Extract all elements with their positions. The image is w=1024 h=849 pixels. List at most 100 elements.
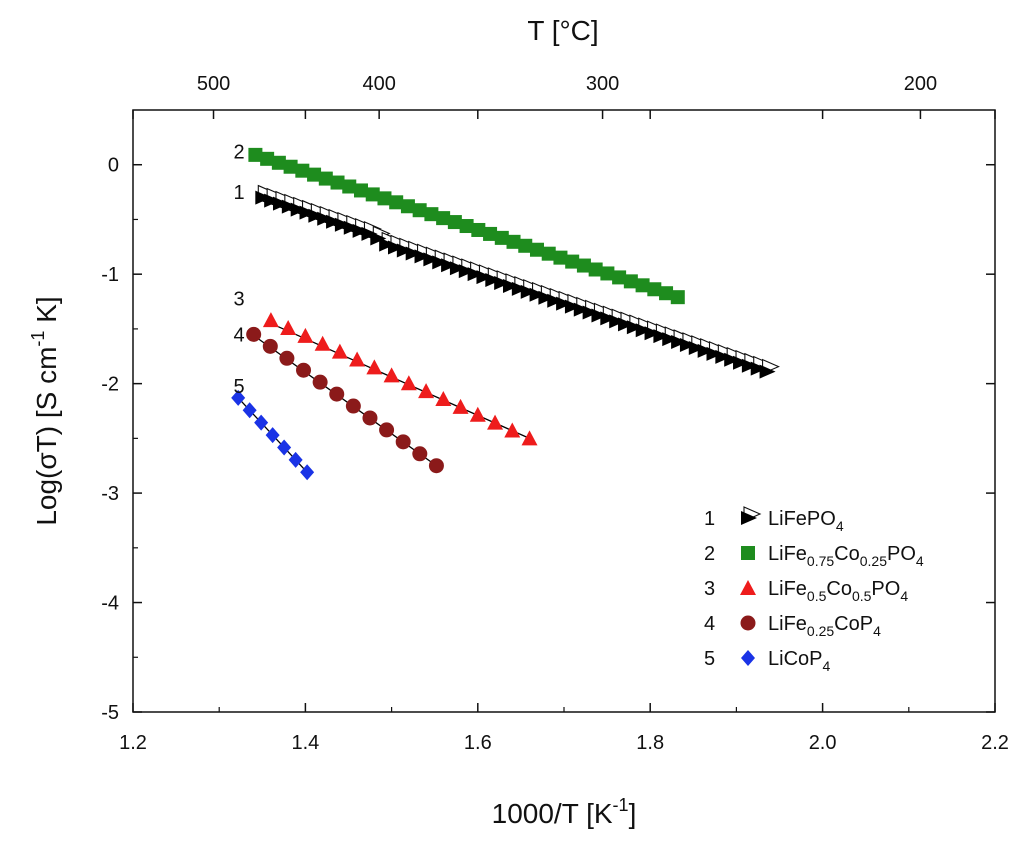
x-tick-label: 1.8	[636, 732, 664, 754]
series-2-marker	[377, 191, 392, 206]
data-points	[231, 147, 780, 481]
legend-item-5: 5 LiCoP4	[704, 648, 830, 674]
y-tick-label: -4	[101, 593, 119, 615]
series-2-marker	[494, 230, 509, 245]
series-5-markers	[231, 389, 315, 481]
series-1-marker	[272, 196, 289, 211]
series-3-marker	[349, 351, 366, 367]
x-axis-title: 1000/T [K-1]	[492, 795, 637, 829]
series-3-markers	[262, 312, 538, 446]
series-5-marker	[265, 427, 280, 444]
series-5-marker	[300, 464, 315, 481]
y-tick-label: -3	[101, 483, 119, 505]
top-tick-label: 500	[197, 73, 230, 95]
series-4-marker	[412, 446, 428, 462]
series-5-marker	[242, 402, 257, 419]
series-4-number: 4	[233, 324, 244, 346]
series-2-marker	[588, 262, 603, 277]
series-1-marker	[255, 190, 272, 205]
x-tick-label: 2.2	[981, 732, 1009, 754]
series-2-number: 2	[233, 142, 244, 164]
series-3-marker	[383, 367, 400, 383]
series-2-marker	[307, 167, 322, 182]
series-4-marker	[296, 362, 312, 378]
series-4-marker	[329, 386, 345, 402]
series-2-marker	[529, 242, 544, 257]
series-3-marker	[280, 320, 297, 336]
series-1-marker	[343, 220, 360, 235]
series-4-marker	[379, 422, 395, 438]
legend-marker	[740, 615, 756, 631]
series-3-marker	[469, 406, 486, 422]
series-1-marker	[370, 231, 387, 246]
series-2-marker	[541, 246, 556, 261]
series-5-marker	[277, 439, 292, 456]
series-1-marker	[520, 284, 537, 299]
series-5-marker	[231, 389, 246, 406]
series-1-marker	[485, 273, 502, 288]
series-4-marker	[395, 434, 411, 450]
series-1-marker	[317, 211, 334, 226]
series-1-marker	[467, 267, 484, 282]
series-1-marker	[556, 296, 573, 311]
series-1-marker	[308, 208, 325, 223]
legend-marker	[741, 650, 755, 666]
series-1-marker	[414, 249, 431, 264]
series-1-marker	[697, 343, 714, 358]
series-3-marker	[262, 312, 279, 328]
series-3-marker	[435, 390, 452, 406]
series-2-marker	[424, 207, 439, 222]
series-1-marker	[618, 317, 635, 332]
series-1-marker	[653, 329, 670, 344]
series-1-marker	[573, 302, 590, 317]
series-1-marker	[538, 290, 555, 305]
series-1-marker	[361, 226, 378, 241]
legend-label: LiFePO4	[768, 508, 844, 534]
series-4-markers	[246, 326, 444, 474]
series-2-marker	[400, 199, 415, 214]
series-2-marker	[447, 215, 462, 230]
series-2-marker	[565, 254, 580, 269]
legend-marker	[741, 511, 757, 525]
series-2-marker	[353, 183, 368, 198]
series-4-marker	[428, 458, 444, 474]
series-2-marker	[342, 179, 357, 194]
legend-label: LiFe0.25CoP4	[768, 613, 881, 639]
series-3-marker	[452, 398, 469, 414]
series-2-marker	[412, 203, 427, 218]
series-3-marker	[331, 343, 348, 359]
y-tick-label: 0	[108, 155, 119, 177]
x-tick-label: 1.2	[119, 732, 147, 754]
series-2-marker	[600, 266, 615, 281]
series-2-marker	[283, 159, 298, 174]
series-2-marker	[623, 274, 638, 289]
series-number-labels: 1 2 3 4 5	[233, 142, 244, 398]
y-tick-label: -5	[101, 702, 119, 724]
series-3-marker	[504, 422, 521, 438]
series-4-marker	[262, 338, 278, 354]
top-axis-title: T [°C]	[527, 15, 598, 46]
series-1-marker	[423, 252, 440, 267]
series-1-marker	[688, 340, 705, 355]
series-1-marker	[290, 202, 307, 217]
series-3-fit-line	[270, 322, 530, 439]
series-1-marker	[591, 308, 608, 323]
series-1-marker	[458, 264, 475, 279]
series-2-marker	[576, 258, 591, 273]
legend-number: 5	[704, 648, 715, 670]
series-1-marker	[432, 255, 449, 270]
series-2-marker	[471, 222, 486, 237]
series-5-number: 5	[233, 376, 244, 398]
series-2-marker	[389, 195, 404, 210]
y-tick-label: -1	[101, 264, 119, 286]
x-tick-label: 2.0	[809, 732, 837, 754]
legend-number: 1	[704, 508, 715, 530]
series-3-marker	[297, 327, 314, 343]
series-1-markers	[255, 184, 780, 379]
series-1-marker	[679, 338, 696, 353]
series-3-marker	[487, 414, 504, 430]
top-tick-label: 200	[904, 73, 937, 95]
series-1-marker	[715, 349, 732, 364]
series-1-marker	[441, 258, 458, 273]
